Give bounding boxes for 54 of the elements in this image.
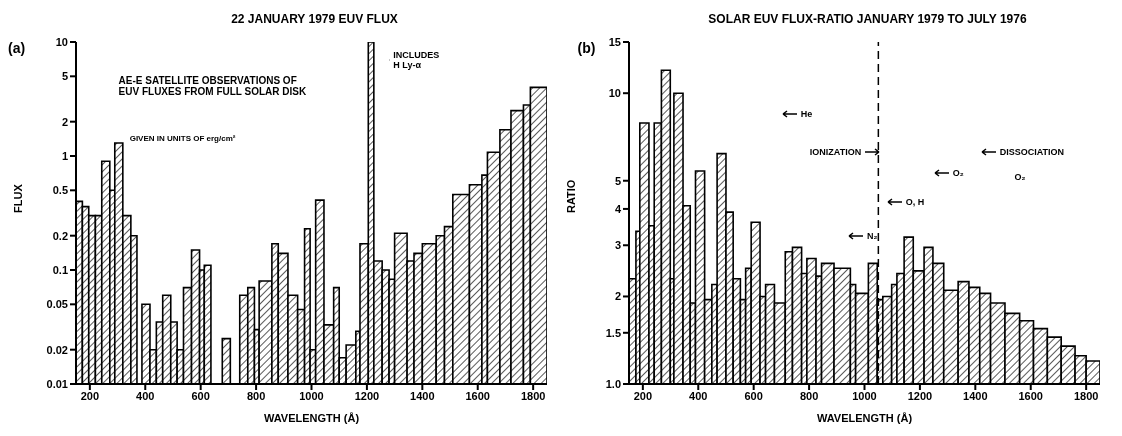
text: (a) bbox=[8, 39, 26, 56]
y-tick-label: 2 bbox=[61, 115, 68, 128]
chart-title: 22 JANUARY 1979 EUV FLUX bbox=[230, 12, 399, 26]
x-tick-label: 1400 bbox=[963, 389, 988, 402]
y-tick-label: 1 bbox=[61, 149, 68, 162]
annotation: GIVEN IN UNITS OF erg/cm² bbox=[129, 134, 236, 143]
y-tick-label: 2 bbox=[614, 290, 621, 303]
y-tick-label: 0.1 bbox=[52, 263, 68, 276]
y-tick-label: 0.2 bbox=[52, 229, 68, 242]
x-tick-label: 200 bbox=[80, 389, 100, 402]
y-tick-label: 0.02 bbox=[46, 343, 68, 356]
x-tick-label: 800 bbox=[246, 389, 266, 402]
y-tick-label: 5 bbox=[614, 174, 621, 187]
x-tick-label: 1000 bbox=[299, 389, 324, 402]
y-tick-label: 10 bbox=[608, 87, 621, 100]
chart-title: SOLAR EUV FLUX-RATIO JANUARY 1979 TO JULY 1976 bbox=[707, 12, 1028, 26]
x-tick-label: 600 bbox=[191, 389, 210, 402]
x-tick-label: 1800 bbox=[1073, 389, 1099, 402]
text: (b) bbox=[577, 39, 596, 56]
annotation: He bbox=[800, 108, 813, 119]
x-tick-label: 1800 bbox=[520, 389, 546, 402]
x-tick-label: 1600 bbox=[465, 389, 490, 402]
x-tick-label: 1200 bbox=[354, 389, 380, 402]
y-tick-label: 5 bbox=[61, 70, 68, 83]
x-axis-title: WAVELENGTH (Å) bbox=[816, 412, 913, 424]
y-tick-label: 1.0 bbox=[605, 377, 621, 390]
annotation: O₂ bbox=[952, 167, 964, 178]
annotation: DISSOCIATION bbox=[999, 146, 1065, 157]
x-tick-label: 1400 bbox=[410, 389, 435, 402]
annotation: INCLUDES H Ly-α bbox=[393, 50, 440, 70]
x-tick-label: 1600 bbox=[1018, 389, 1043, 402]
x-tick-label: 800 bbox=[799, 389, 819, 402]
x-tick-label: 1000 bbox=[852, 389, 877, 402]
y-tick-label: 0.5 bbox=[52, 184, 68, 197]
x-axis-title: WAVELENGTH (Å) bbox=[263, 412, 360, 424]
annotation: N₂ bbox=[867, 230, 878, 241]
y-tick-label: 0.01 bbox=[46, 377, 68, 390]
y-tick-label: 15 bbox=[608, 35, 621, 48]
y-axis-title: RATIO bbox=[564, 179, 577, 213]
y-tick-label: 0.05 bbox=[46, 298, 68, 311]
y-tick-label: 4 bbox=[614, 202, 622, 215]
annotation: AE-E SATELLITE OBSERVATIONS OF EUV FLUXES FROM FULL SOLAR DISK bbox=[118, 75, 307, 98]
x-tick-label: 600 bbox=[744, 389, 763, 402]
y-tick-label: 1.5 bbox=[605, 326, 621, 339]
x-tick-label: 400 bbox=[689, 389, 708, 402]
x-tick-label: 400 bbox=[136, 389, 155, 402]
annotation: O, H bbox=[905, 197, 925, 207]
annotation: O₂ bbox=[1014, 171, 1026, 182]
y-axis-title: FLUX bbox=[11, 183, 24, 213]
x-tick-label: 200 bbox=[633, 389, 653, 402]
y-tick-label: 3 bbox=[614, 239, 621, 252]
x-tick-label: 1200 bbox=[907, 389, 933, 402]
y-tick-label: 10 bbox=[55, 35, 68, 48]
annotation: IONIZATION bbox=[809, 146, 862, 157]
